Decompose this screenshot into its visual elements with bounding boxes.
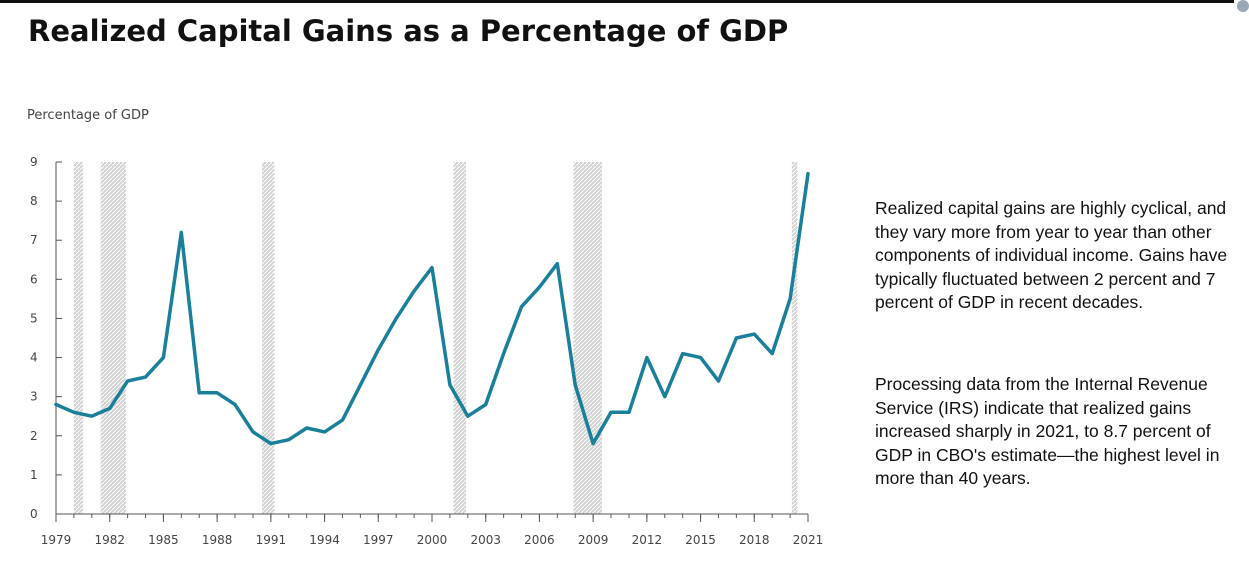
x-tick-label-2003: 2003 [470, 533, 501, 547]
x-tick-label-2012: 2012 [632, 533, 663, 547]
x-tick-label-2000: 2000 [417, 533, 448, 547]
recession-band-4 [453, 162, 467, 514]
y-tick-label-1: 1 [30, 468, 38, 482]
x-tick-label-2009: 2009 [578, 533, 609, 547]
y-tick-label-5: 5 [30, 311, 38, 325]
recession-band-3 [261, 162, 275, 514]
x-tick-label-1979: 1979 [41, 533, 72, 547]
axes: 0 1 2 3 4 5 6 7 8 9 1979 1982 1985 1988 1991 1994 1997 20… [30, 155, 823, 547]
recession-band-5 [573, 162, 603, 514]
y-tick-label-2: 2 [30, 429, 38, 443]
series-line-1 [54, 171, 810, 446]
x-tick-label-1988: 1988 [202, 533, 233, 547]
y-tick-label-4: 4 [30, 351, 38, 365]
y-tick-label-6: 6 [30, 272, 38, 286]
series [54, 171, 810, 446]
recession-shading [73, 162, 798, 514]
recession-band-2 [100, 162, 126, 514]
x-tick-label-2021: 2021 [793, 533, 824, 547]
y-tick-label-7: 7 [30, 233, 38, 247]
x-tick-label-1994: 1994 [309, 533, 340, 547]
x-tick-label-1982: 1982 [94, 533, 125, 547]
x-tick-label-1991: 1991 [256, 533, 287, 547]
corner-indicator [1237, 0, 1249, 12]
y-tick-label-8: 8 [30, 194, 38, 208]
x-tick-label-1985: 1985 [148, 533, 179, 547]
x-tick-label-2018: 2018 [739, 533, 770, 547]
y-tick-label-9: 9 [30, 155, 38, 169]
description-paragraph-2: Processing data from the Internal Revenu… [875, 374, 1220, 488]
description-paragraph-1: Realized capital gains are highly cyclic… [875, 198, 1228, 312]
top-rule [0, 0, 1234, 3]
recession-band-1 [73, 162, 83, 514]
y-tick-label-0: 0 [30, 507, 38, 521]
x-tick-label-2015: 2015 [685, 533, 716, 547]
recession-band-6 [791, 162, 798, 514]
y-axis-label: Percentage of GDP [27, 108, 149, 123]
x-tick-label-1997: 1997 [363, 533, 394, 547]
y-tick-label-3: 3 [30, 390, 38, 404]
x-tick-label-2006: 2006 [524, 533, 555, 547]
line-chart: Percentage of GDP 0 1 2 3 4 5 6 7 8 9 1979 1982 1985… [27, 108, 823, 547]
chart-title: Realized Capital Gains as a Percentage o… [28, 14, 789, 48]
